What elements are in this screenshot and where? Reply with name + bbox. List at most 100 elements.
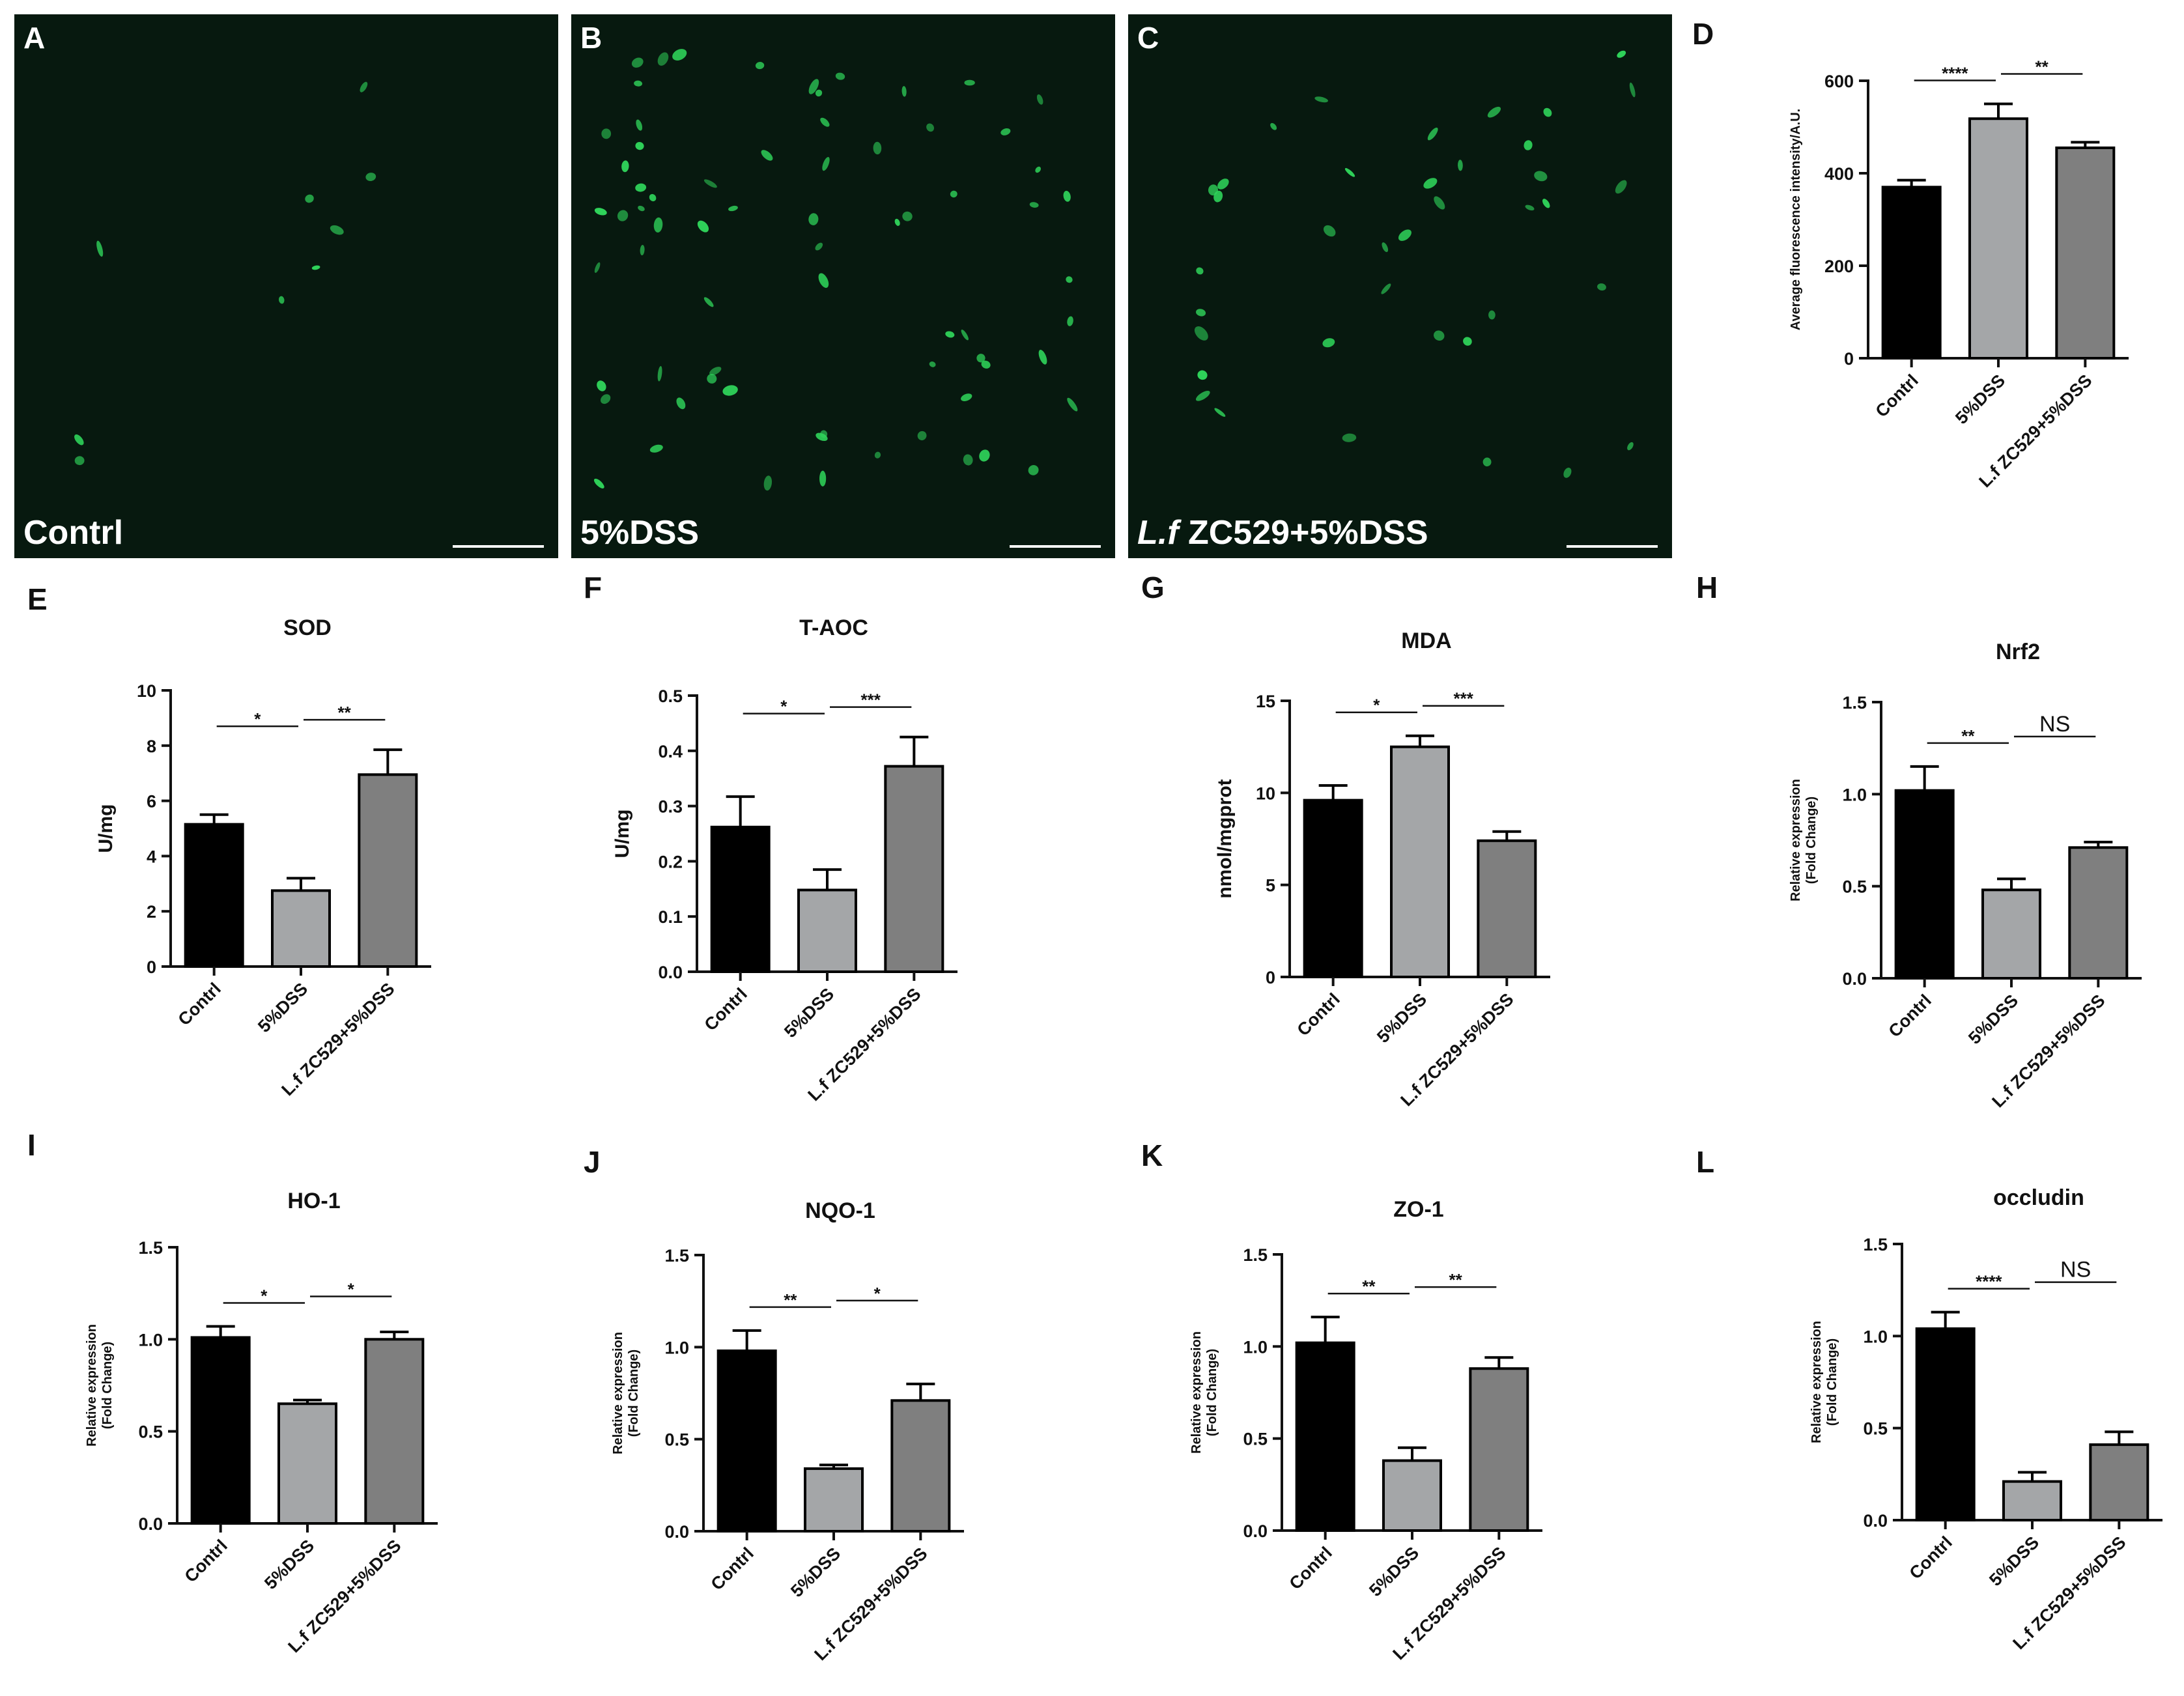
fluorescent-cell	[640, 244, 645, 256]
y-axis-label-units: (Fold Change)	[1804, 797, 1819, 884]
fluorescent-cell	[1322, 338, 1335, 348]
fluorescent-cell	[1381, 283, 1391, 294]
fluorescent-cell	[1000, 128, 1011, 135]
bar-e-1	[271, 889, 331, 968]
fluorescent-cell	[1067, 316, 1073, 326]
fluorescent-cell	[74, 456, 85, 466]
panel-label: C	[1137, 21, 1159, 55]
chart-title: Nrf2	[1996, 640, 2040, 664]
bar-d-1	[1968, 117, 2028, 360]
y-tick-label: 0.0	[658, 963, 683, 982]
fluorescent-cell	[1344, 168, 1355, 177]
significance-label: *	[254, 709, 261, 729]
fluorescent-cell	[808, 213, 819, 225]
fluorescent-cell	[1617, 50, 1626, 58]
y-tick-label: 0.5	[658, 686, 683, 706]
fluorescent-cell	[1314, 96, 1328, 103]
caption-italic: L.f	[1137, 514, 1182, 552]
fluorescent-cell	[961, 330, 969, 341]
significance-label: ****	[1942, 64, 1968, 83]
panel-label: F	[584, 571, 602, 604]
fluorescent-cell	[1382, 242, 1389, 253]
y-tick-label: 0.3	[658, 797, 683, 817]
scale-bar	[453, 545, 544, 548]
fluorescent-cell	[653, 217, 663, 233]
y-tick-label: 0	[1844, 349, 1854, 369]
category-label: Contrl	[174, 979, 224, 1029]
fluorescent-cell	[1035, 166, 1042, 173]
y-tick-label: 1.5	[1863, 1235, 1888, 1254]
fluorescent-cell	[703, 179, 717, 188]
y-tick-label: 0.1	[658, 907, 683, 927]
significance-label: *	[874, 1284, 881, 1303]
category-label: Contrl	[1293, 989, 1343, 1039]
bar-f-0	[710, 825, 771, 973]
bar-k-0	[1295, 1341, 1355, 1532]
fluorescent-cell	[1629, 82, 1636, 98]
fluorescent-cell	[1488, 310, 1496, 320]
y-tick-label: 600	[1824, 72, 1854, 91]
panel-label: J	[584, 1145, 601, 1179]
fluorescent-cell	[697, 220, 709, 233]
panel-label: K	[1141, 1138, 1163, 1172]
fluorescent-cell	[902, 211, 913, 221]
y-axis-label-units: (Fold Change)	[1205, 1349, 1219, 1436]
fluorescent-cell	[961, 393, 972, 401]
micrograph-caption: 5%DSS	[580, 514, 699, 552]
fluorescent-cell	[365, 173, 376, 181]
y-axis-label: U/mg	[612, 810, 633, 858]
y-tick-label: 0.5	[1243, 1430, 1268, 1449]
fluorescent-cell	[1463, 337, 1472, 346]
fluorescent-cell	[929, 361, 936, 367]
scale-bar	[1567, 545, 1658, 548]
y-axis-label: Relative expression	[1189, 1331, 1204, 1454]
y-axis-label-units: (Fold Change)	[627, 1350, 641, 1437]
panel-label: A	[23, 21, 45, 55]
micrograph-a: A Contrl	[14, 14, 558, 558]
fluorescent-cell	[617, 210, 629, 221]
micrograph-c: C L.f ZC529+5%DSS	[1128, 14, 1672, 558]
chart-title: SOD	[283, 615, 332, 640]
fluorescent-cell	[835, 72, 845, 80]
micrograph-b: B 5%DSS	[571, 14, 1115, 558]
fluorescent-cell	[1028, 465, 1039, 475]
fluorescent-cell	[761, 150, 773, 161]
fluorescent-cell	[74, 434, 84, 445]
category-label: 5%DSS	[254, 979, 311, 1036]
micrograph-caption: Contrl	[23, 514, 123, 552]
significance-label: **	[2035, 57, 2049, 77]
significance-label: **	[1362, 1277, 1376, 1296]
fluorescent-cell	[657, 52, 669, 66]
fluorescent-cell	[1458, 160, 1463, 171]
fluorescent-cell	[1342, 433, 1357, 442]
significance-label: *	[1373, 696, 1380, 715]
fluorescent-cell	[964, 79, 975, 86]
fluorescent-cell	[676, 397, 686, 410]
fluorescent-cell	[1543, 107, 1552, 117]
fluorescent-cell	[808, 79, 819, 94]
fluorescent-cell	[722, 385, 738, 396]
fluorescent-cell	[1398, 229, 1411, 241]
y-tick-label: 10	[137, 681, 156, 701]
y-tick-label: 1.5	[664, 1246, 689, 1265]
y-tick-label: 15	[1256, 692, 1275, 711]
y-axis-label: Relative expression	[85, 1324, 99, 1447]
fluorescent-cell	[917, 431, 927, 441]
fluorescent-cell	[330, 225, 344, 235]
bar-h-2	[2068, 846, 2129, 980]
y-tick-label: 0.0	[664, 1522, 689, 1542]
category-label: Contrl	[1871, 371, 1922, 421]
bar-g-0	[1303, 799, 1363, 978]
fluorescent-cell	[360, 81, 368, 92]
category-label: 5%DSS	[787, 1544, 844, 1601]
bar-k-2	[1469, 1367, 1529, 1533]
y-tick-label: 0.0	[1243, 1521, 1268, 1541]
y-tick-label: 4	[147, 847, 156, 866]
y-tick-label: 0	[1266, 968, 1275, 987]
bar-i-1	[277, 1402, 337, 1525]
y-axis-label-units: (Fold Change)	[100, 1342, 115, 1429]
y-tick-label: 0.5	[1842, 877, 1867, 897]
